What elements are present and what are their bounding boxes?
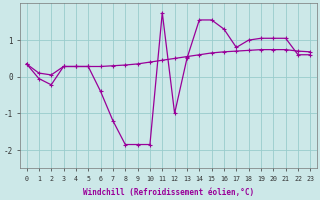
X-axis label: Windchill (Refroidissement éolien,°C): Windchill (Refroidissement éolien,°C) <box>83 188 254 197</box>
